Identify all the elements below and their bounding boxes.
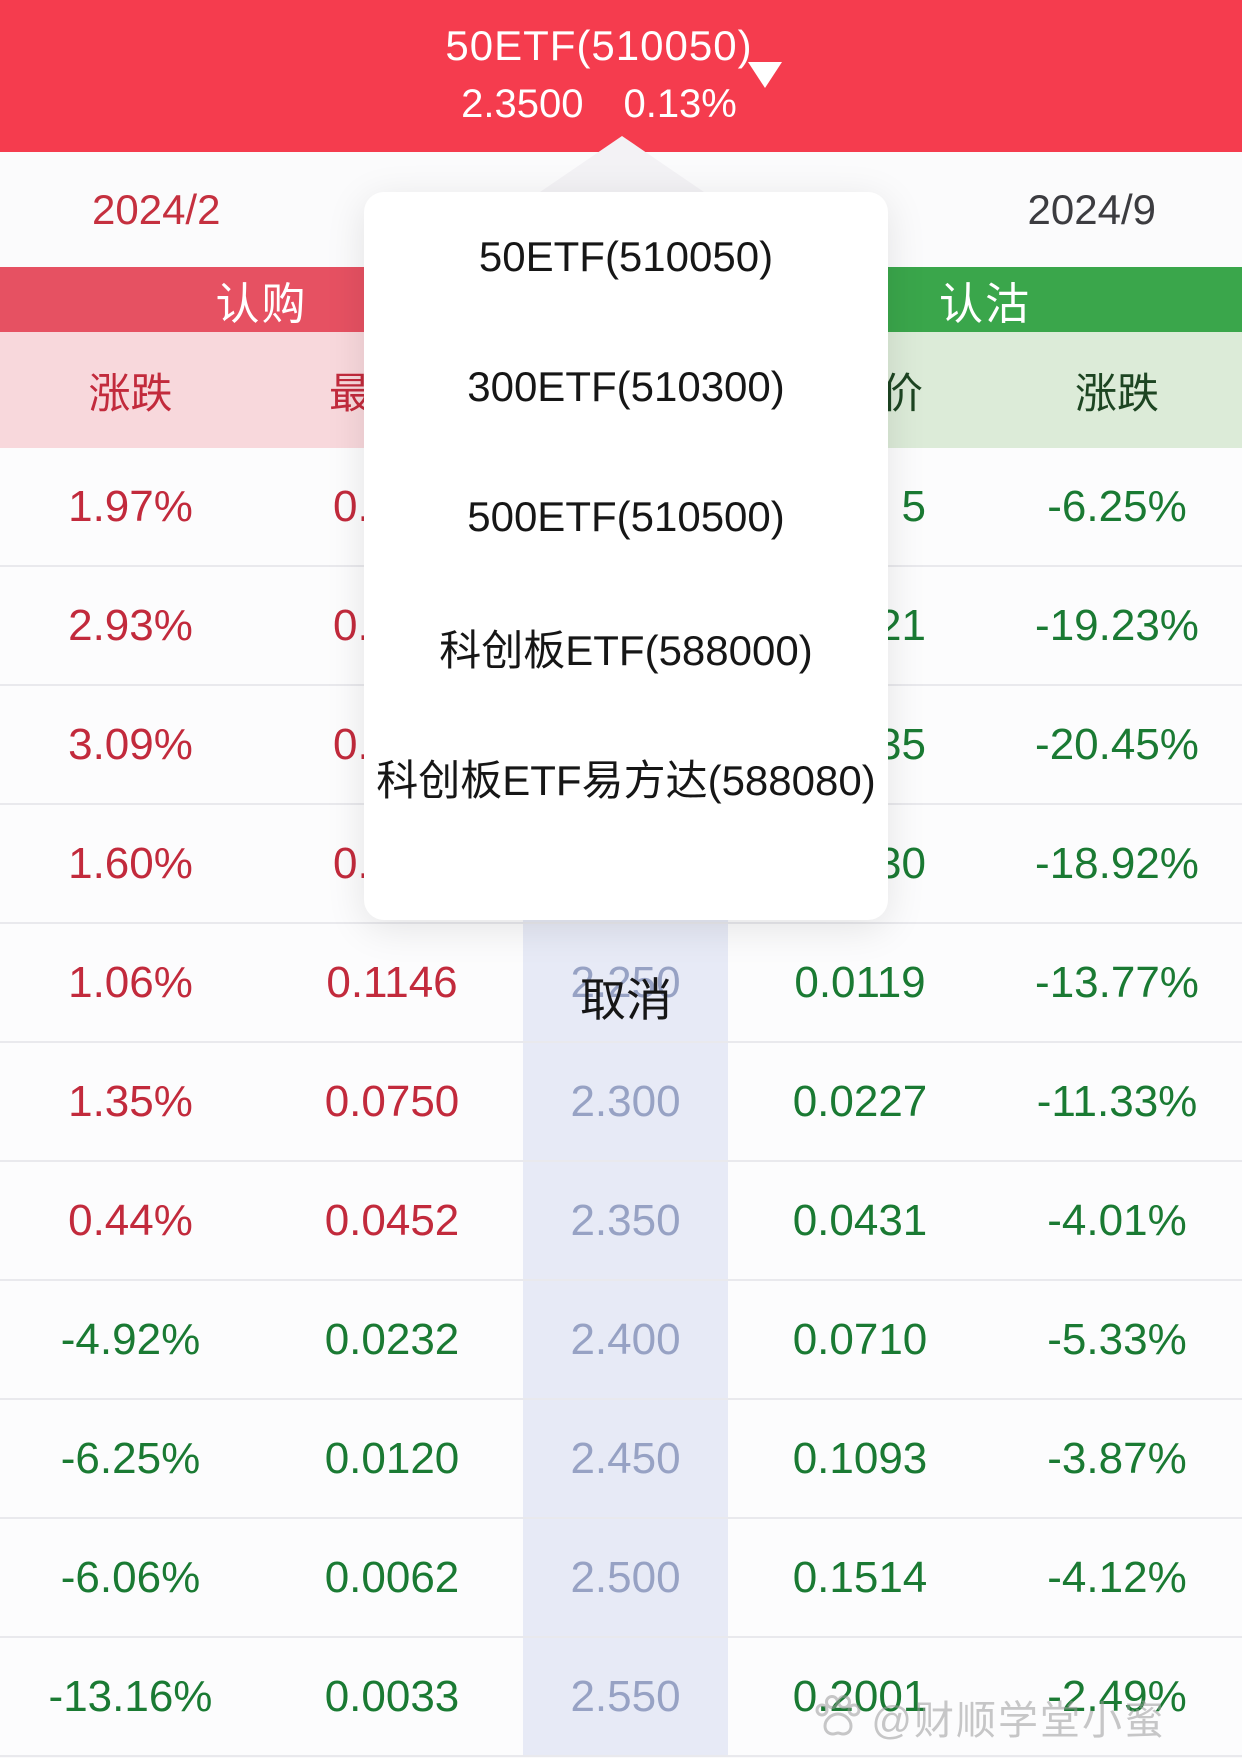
- instrument-selector[interactable]: 50ETF(510050): [0, 22, 1220, 70]
- table-row[interactable]: 0.44% 0.0452 2.350 0.0431 -4.01%: [0, 1162, 1242, 1281]
- call-price-cell: 0.0033: [324, 1671, 460, 1721]
- call-price-cell: 0.0120: [324, 1433, 460, 1483]
- strike-cell: 2.350: [523, 1162, 728, 1279]
- last-price: 2.3500: [461, 82, 584, 126]
- put-change-cell: -4.12%: [1047, 1552, 1187, 1602]
- table-row[interactable]: 1.35% 0.0750 2.300 0.0227 -11.33%: [0, 1043, 1242, 1162]
- strike-cell: 2.250: [523, 924, 728, 1041]
- etf-selector-modal: 50ETF(510050) 300ETF(510300) 500ETF(510500…: [364, 192, 888, 920]
- call-price-cell: 0.0452: [324, 1195, 460, 1245]
- paw-icon: [815, 1695, 861, 1736]
- call-change-cell: 1.06%: [68, 957, 193, 1007]
- strike-cell: 2.450: [523, 1400, 728, 1517]
- put-change-cell: -13.77%: [1035, 957, 1199, 1007]
- app-header: 50ETF(510050) 2.3500 0.13%: [0, 0, 1242, 152]
- etf-option-list: 50ETF(510050) 300ETF(510300) 500ETF(510500…: [364, 192, 888, 842]
- call-price-cell: 0.0232: [324, 1314, 460, 1364]
- quote-rows: 1.97% 0. 5 -6.25% 2.93% 0. 21 -19.23% 3.…: [0, 448, 1242, 1757]
- call-band-label: 认购: [215, 279, 308, 329]
- put-change-header: 涨跌: [992, 332, 1242, 448]
- call-change-cell: -6.25%: [60, 1433, 201, 1483]
- call-change-cell: 1.97%: [68, 481, 193, 531]
- put-change-cell: -18.92%: [1035, 838, 1199, 888]
- watermark: @财顺学堂小蜜: [813, 1688, 1166, 1746]
- etf-option[interactable]: 50ETF(510050): [478, 233, 774, 280]
- put-price-cell: 0.0710: [792, 1314, 928, 1364]
- dropdown-caret-icon: [748, 62, 782, 88]
- expiry-tab-start[interactable]: 2024/2: [92, 185, 221, 233]
- call-change-cell: 3.09%: [68, 719, 193, 769]
- put-price-cell: 5: [901, 481, 926, 531]
- call-change-cell: 2.93%: [68, 600, 193, 650]
- call-price-cell: 0.0750: [324, 1076, 460, 1126]
- put-change-cell: -19.23%: [1035, 600, 1199, 650]
- call-change-cell: -6.06%: [60, 1552, 201, 1602]
- call-price-cell: 0.: [333, 838, 370, 888]
- call-change-cell: 1.35%: [68, 1076, 193, 1126]
- put-price-cell: 0.1093: [792, 1433, 928, 1483]
- call-change-cell: -13.16%: [48, 1671, 213, 1721]
- call-price-cell: 0.: [333, 719, 370, 769]
- put-change-cell: -6.25%: [1047, 481, 1187, 531]
- call-price-cell: 0.: [333, 481, 370, 531]
- table-row[interactable]: -6.06% 0.0062 2.500 0.1514 -4.12%: [0, 1519, 1242, 1638]
- table-row[interactable]: 1.06% 0.1146 2.250 0.0119 -13.77%: [0, 924, 1242, 1043]
- put-change-cell: -4.01%: [1047, 1195, 1187, 1245]
- strike-cell: 2.550: [523, 1638, 728, 1755]
- cancel-button[interactable]: 取消: [580, 974, 672, 1026]
- put-price-cell: 0.1514: [792, 1552, 928, 1602]
- put-change-cell: -11.33%: [1036, 1076, 1198, 1126]
- watermark-text: @财顺学堂小蜜: [871, 1699, 1166, 1743]
- popover-arrow: [540, 136, 704, 192]
- call-price-cell: 0.: [333, 600, 370, 650]
- etf-option[interactable]: 科创板ETF易方达(588080): [376, 756, 876, 804]
- call-change-cell: -4.92%: [60, 1314, 201, 1364]
- strike-cell: 2.500: [523, 1519, 728, 1636]
- call-price-cell: 0.1146: [326, 957, 458, 1007]
- put-price-cell: 0.0227: [792, 1076, 928, 1126]
- strike-cell: 2.400: [523, 1281, 728, 1398]
- put-price-cell: 0.0119: [794, 957, 926, 1007]
- table-row[interactable]: -13.16% 0.0033 2.550 0.2001 -2.49%: [0, 1638, 1242, 1757]
- call-change-cell: 1.60%: [68, 838, 193, 888]
- put-price-cell: 0.0431: [792, 1195, 928, 1245]
- price-row: 2.3500 0.13%: [0, 82, 1220, 127]
- strike-cell: 2.300: [523, 1043, 728, 1160]
- call-price-cell: 0.0062: [324, 1552, 460, 1602]
- put-change-cell: -20.45%: [1035, 719, 1199, 769]
- expiry-tab-end[interactable]: 2024/9: [1027, 185, 1156, 233]
- call-change-header: 涨跌: [0, 332, 261, 448]
- etf-option[interactable]: 科创板ETF(588000): [439, 626, 813, 674]
- etf-option[interactable]: 500ETF(510500): [467, 493, 785, 540]
- table-row[interactable]: -4.92% 0.0232 2.400 0.0710 -5.33%: [0, 1281, 1242, 1400]
- change-percent: 0.13%: [623, 82, 737, 126]
- table-row[interactable]: -6.25% 0.0120 2.450 0.1093 -3.87%: [0, 1400, 1242, 1519]
- call-change-cell: 0.44%: [68, 1195, 193, 1245]
- put-change-cell: -3.87%: [1047, 1433, 1187, 1483]
- put-band-label: 认沽: [939, 279, 1031, 329]
- etf-option[interactable]: 300ETF(510300): [467, 363, 785, 410]
- put-change-cell: -2.49%: [1047, 1671, 1187, 1721]
- instrument-title: 50ETF(510050): [445, 22, 753, 69]
- put-change-cell: -5.33%: [1047, 1314, 1187, 1364]
